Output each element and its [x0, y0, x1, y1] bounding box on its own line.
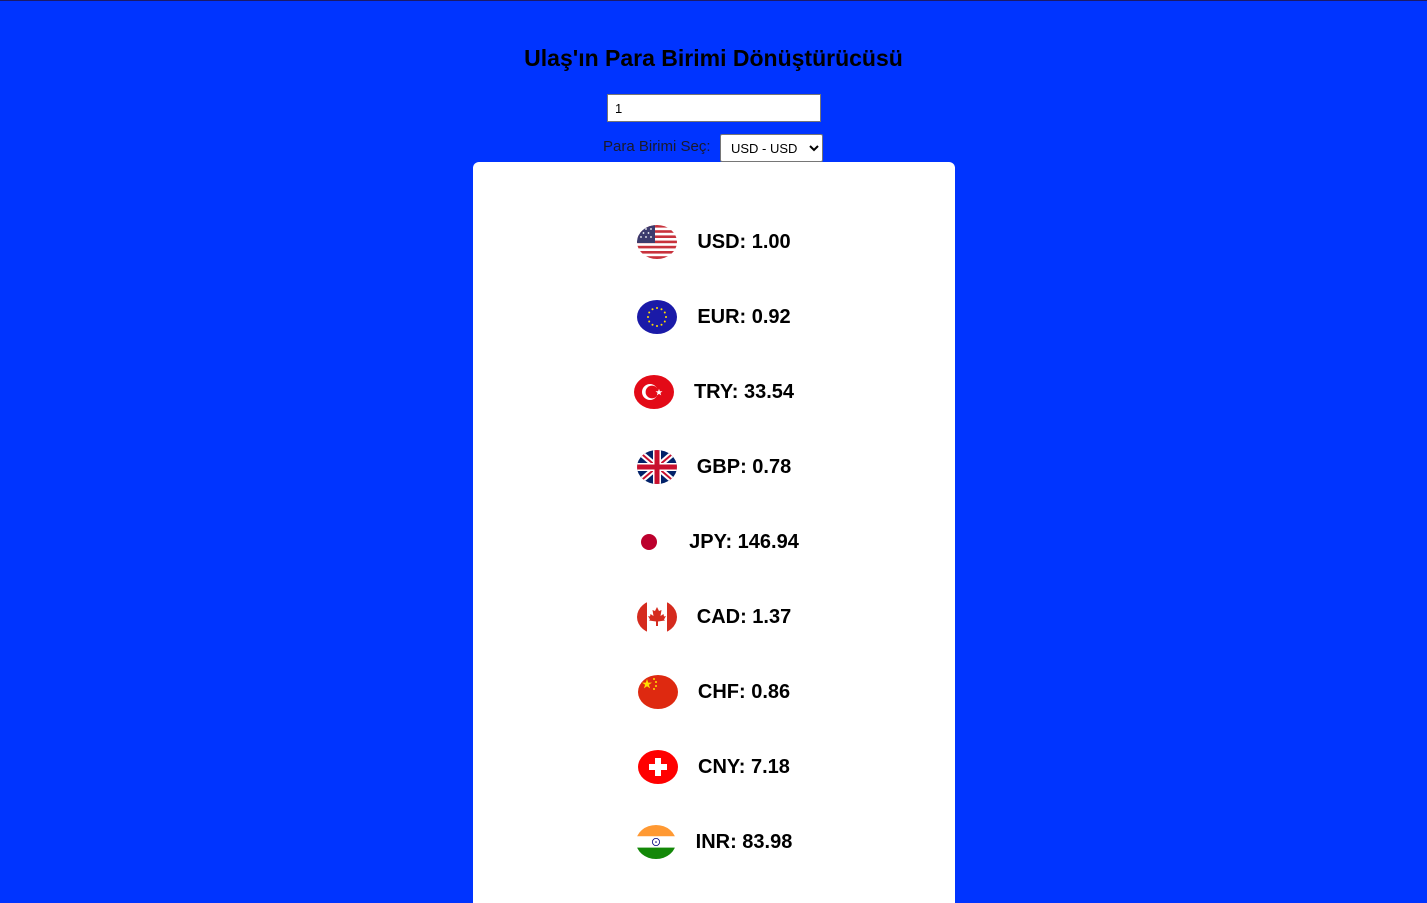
ca-flag-icon: [636, 600, 677, 634]
rate-row-gbp: GBP: 0.78: [473, 447, 955, 487]
rate-cny: CNY: 7.18: [698, 755, 790, 778]
gb-flag-icon: [636, 450, 677, 484]
page-title: Ulaş'ın Para Birimi Dönüştürücüsü: [524, 45, 903, 71]
rates-card: USD: 1.00 EUR: 0.92: [473, 162, 955, 903]
rate-cad: CAD: 1.37: [696, 605, 792, 628]
jp-flag-icon: [629, 525, 670, 559]
rate-try: TRY: 33.54: [693, 380, 795, 403]
rate-usd: USD: 1.00: [697, 230, 791, 253]
rate-row-jpy: JPY: 146.94: [473, 522, 955, 562]
rate-row-cny: CNY: 7.18: [473, 747, 955, 787]
rate-row-usd: USD: 1.00: [473, 222, 955, 262]
rate-chf: CHF: 0.86: [697, 680, 791, 703]
tr-flag-icon: [633, 375, 674, 409]
rate-jpy: JPY: 146.94: [689, 530, 799, 553]
ch-flag-icon: [638, 750, 679, 784]
eu-flag-icon: [637, 300, 678, 334]
rate-gbp: GBP: 0.78: [696, 455, 792, 478]
rate-row-try: TRY: 33.54: [473, 372, 955, 412]
currency-select-row: Para Birimi Seç: USD - USD: [0, 134, 1427, 162]
rate-row-eur: EUR: 0.92: [473, 297, 955, 337]
cn-flag-icon: [637, 675, 678, 709]
us-flag-icon: [637, 225, 678, 259]
rate-inr: INR: 83.98: [695, 830, 793, 853]
rate-eur: EUR: 0.92: [697, 305, 791, 328]
currency-select-label: Para Birimi Seç:: [603, 138, 711, 155]
currency-select[interactable]: USD - USD: [720, 134, 823, 162]
rate-row-chf: CHF: 0.86: [473, 672, 955, 712]
rate-row-cad: CAD: 1.37: [473, 597, 955, 637]
in-flag-icon: [635, 825, 676, 859]
amount-input[interactable]: [607, 94, 821, 122]
rate-row-inr: INR: 83.98: [473, 822, 955, 862]
